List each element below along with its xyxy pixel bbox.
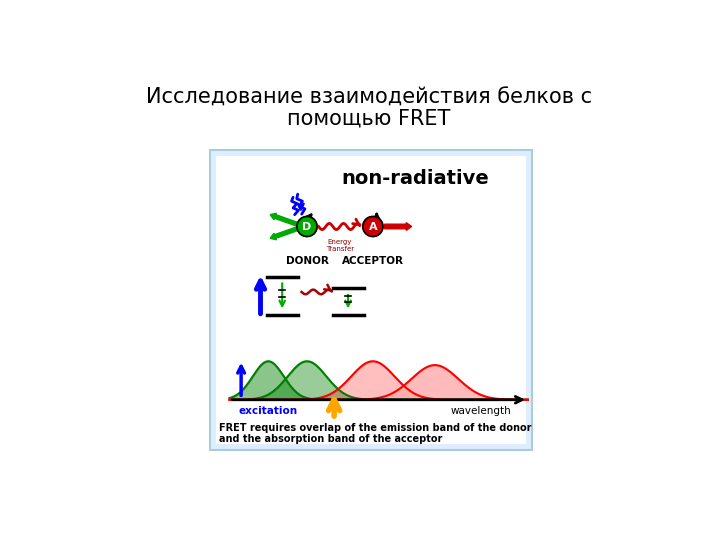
FancyArrow shape	[270, 213, 297, 226]
Text: A: A	[369, 221, 377, 232]
FancyBboxPatch shape	[216, 156, 526, 444]
Text: non-radiative: non-radiative	[341, 169, 490, 188]
Text: ACCEPTOR: ACCEPTOR	[342, 256, 404, 266]
Text: excitation: excitation	[239, 406, 298, 416]
Text: and the absorption band of the acceptor: and the absorption band of the acceptor	[220, 434, 443, 444]
Circle shape	[297, 217, 317, 237]
Text: помощью FRET: помощью FRET	[287, 109, 451, 129]
Text: wavelength: wavelength	[451, 406, 512, 416]
FancyArrow shape	[270, 227, 297, 240]
Text: FRET requires overlap of the emission band of the donor: FRET requires overlap of the emission ba…	[220, 423, 532, 433]
Text: Energy
Transfer: Energy Transfer	[326, 239, 354, 252]
Text: DONOR: DONOR	[286, 256, 328, 266]
Text: D: D	[302, 221, 312, 232]
Circle shape	[363, 217, 383, 237]
FancyBboxPatch shape	[210, 150, 532, 450]
FancyArrow shape	[384, 222, 412, 231]
Text: Исследование взаимодействия белков с: Исследование взаимодействия белков с	[146, 88, 592, 108]
